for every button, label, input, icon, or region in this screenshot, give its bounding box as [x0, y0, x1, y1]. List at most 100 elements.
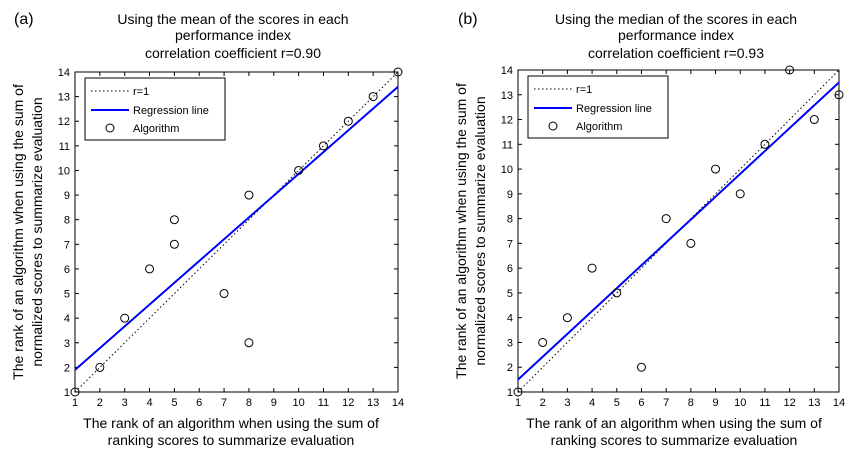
algorithm-point — [244, 190, 254, 200]
x-tick-label: 12 — [342, 397, 354, 409]
y-tick-label: 4 — [64, 313, 70, 325]
x-tick-label: 13 — [808, 397, 820, 409]
x-tick-label: 3 — [122, 397, 128, 409]
algorithm-point — [294, 165, 304, 175]
y-tick-label: 6 — [64, 264, 70, 276]
algorithm-point — [834, 90, 844, 100]
y-tick-label: 8 — [64, 215, 70, 227]
algorithm-point — [169, 239, 179, 249]
y-axis-label-line: normalized scores to summarize evaluatio… — [29, 97, 45, 366]
x-tick-label: 5 — [171, 397, 177, 409]
legend-label: Regression line — [576, 103, 652, 115]
x-tick-label: 4 — [146, 397, 152, 409]
y-tick-label: 9 — [507, 189, 513, 201]
algorithm-point — [661, 214, 671, 224]
legend-swatch-algorithm — [105, 123, 115, 133]
x-tick-label: 7 — [221, 397, 227, 409]
x-tick-label: 11 — [759, 397, 770, 409]
y-tick-label: 13 — [58, 92, 70, 104]
x-tick-label: 6 — [196, 397, 202, 409]
algorithm-point — [513, 387, 523, 397]
algorithm-point — [318, 141, 328, 151]
algorithm-point — [735, 189, 745, 199]
x-axis-label-line: ranking scores to summarize evaluation — [108, 432, 355, 448]
algorithm-point — [686, 238, 696, 248]
y-tick-label: 11 — [59, 141, 70, 153]
y-tick-label: 14 — [58, 67, 70, 79]
chart-panel-b: (b) Using the median of the scores in eac… — [453, 11, 845, 448]
chart-title-line: performance index — [618, 27, 734, 43]
algorithm-point — [70, 387, 80, 397]
x-tick-label: 13 — [367, 397, 379, 409]
chart-title-line: Using the mean of the scores in each — [117, 11, 348, 27]
x-tick-label: 1 — [515, 397, 521, 409]
y-tick-label: 3 — [507, 337, 513, 349]
chart-title-line: correlation coefficient r=0.90 — [145, 45, 321, 61]
legend-label: r=1 — [133, 86, 149, 98]
y-tick-label: 7 — [507, 238, 513, 250]
x-tick-label: 4 — [589, 397, 595, 409]
legend-label: Algorithm — [576, 121, 622, 133]
x-tick-label: 14 — [392, 397, 404, 409]
regression-line — [74, 86, 399, 371]
legend-label: r=1 — [576, 84, 592, 96]
x-tick-label: 2 — [540, 397, 546, 409]
y-axis-label-line: normalized scores to summarize evaluatio… — [472, 96, 488, 365]
algorithm-point — [169, 215, 179, 225]
x-tick-label: 6 — [638, 397, 644, 409]
x-axis-label-line: The rank of an algorithm when using the … — [83, 415, 379, 431]
legend-swatch-algorithm — [548, 121, 558, 131]
chart-title-line: correlation coefficient r=0.93 — [588, 45, 764, 61]
x-tick-label: 11 — [318, 397, 329, 409]
algorithm-point — [612, 288, 622, 298]
x-tick-label: 1 — [72, 397, 78, 409]
x-tick-label: 3 — [564, 397, 570, 409]
x-axis-label-line: The rank of an algorithm when using the … — [526, 415, 822, 431]
chart-panel-a: (a) Using the mean of the scores in eachp… — [10, 11, 404, 448]
algorithm-point — [636, 362, 646, 372]
y-tick-label: 10 — [58, 165, 70, 177]
x-tick-label: 12 — [783, 397, 795, 409]
chart-title-line: Using the median of the scores in each — [555, 11, 797, 27]
y-tick-label: 8 — [507, 214, 513, 226]
y-tick-label: 5 — [64, 289, 70, 301]
legend-label: Algorithm — [133, 123, 179, 135]
panel-label: (a) — [14, 11, 34, 28]
legend-label: Regression line — [133, 105, 209, 117]
y-tick-label: 7 — [64, 239, 70, 251]
y-tick-label: 11 — [502, 139, 513, 151]
y-tick-label: 2 — [507, 362, 513, 374]
y-tick-label: 14 — [501, 65, 513, 77]
x-tick-label: 2 — [97, 397, 103, 409]
y-tick-label: 10 — [501, 164, 513, 176]
x-tick-label: 8 — [246, 397, 252, 409]
algorithm-point — [587, 263, 597, 273]
y-tick-label: 12 — [501, 115, 513, 127]
algorithm-point — [760, 139, 770, 149]
y-tick-label: 3 — [64, 338, 70, 350]
algorithm-point — [95, 362, 105, 372]
algorithm-point — [120, 313, 130, 323]
y-axis-label-line: The rank of an algorithm when using the … — [10, 84, 26, 380]
x-axis-label-line: ranking scores to summarize evaluation — [551, 432, 798, 448]
algorithm-point — [145, 264, 155, 274]
y-tick-label: 13 — [501, 90, 513, 102]
algorithm-point — [219, 289, 229, 299]
x-tick-label: 10 — [734, 397, 746, 409]
x-tick-label: 9 — [712, 397, 718, 409]
y-tick-label: 1 — [64, 387, 70, 399]
y-tick-label: 4 — [507, 313, 513, 325]
x-tick-label: 7 — [663, 397, 669, 409]
y-tick-label: 1 — [507, 387, 513, 399]
x-tick-label: 8 — [688, 397, 694, 409]
algorithm-point — [393, 67, 403, 77]
algorithm-point — [368, 92, 378, 102]
algorithm-point — [538, 337, 548, 347]
algorithm-point — [711, 164, 721, 174]
y-tick-label: 5 — [507, 288, 513, 300]
y-axis-label-line: The rank of an algorithm when using the … — [453, 83, 469, 379]
x-tick-label: 10 — [292, 397, 304, 409]
regression-line — [517, 81, 840, 381]
algorithm-point — [809, 115, 819, 125]
y-tick-label: 9 — [64, 190, 70, 202]
